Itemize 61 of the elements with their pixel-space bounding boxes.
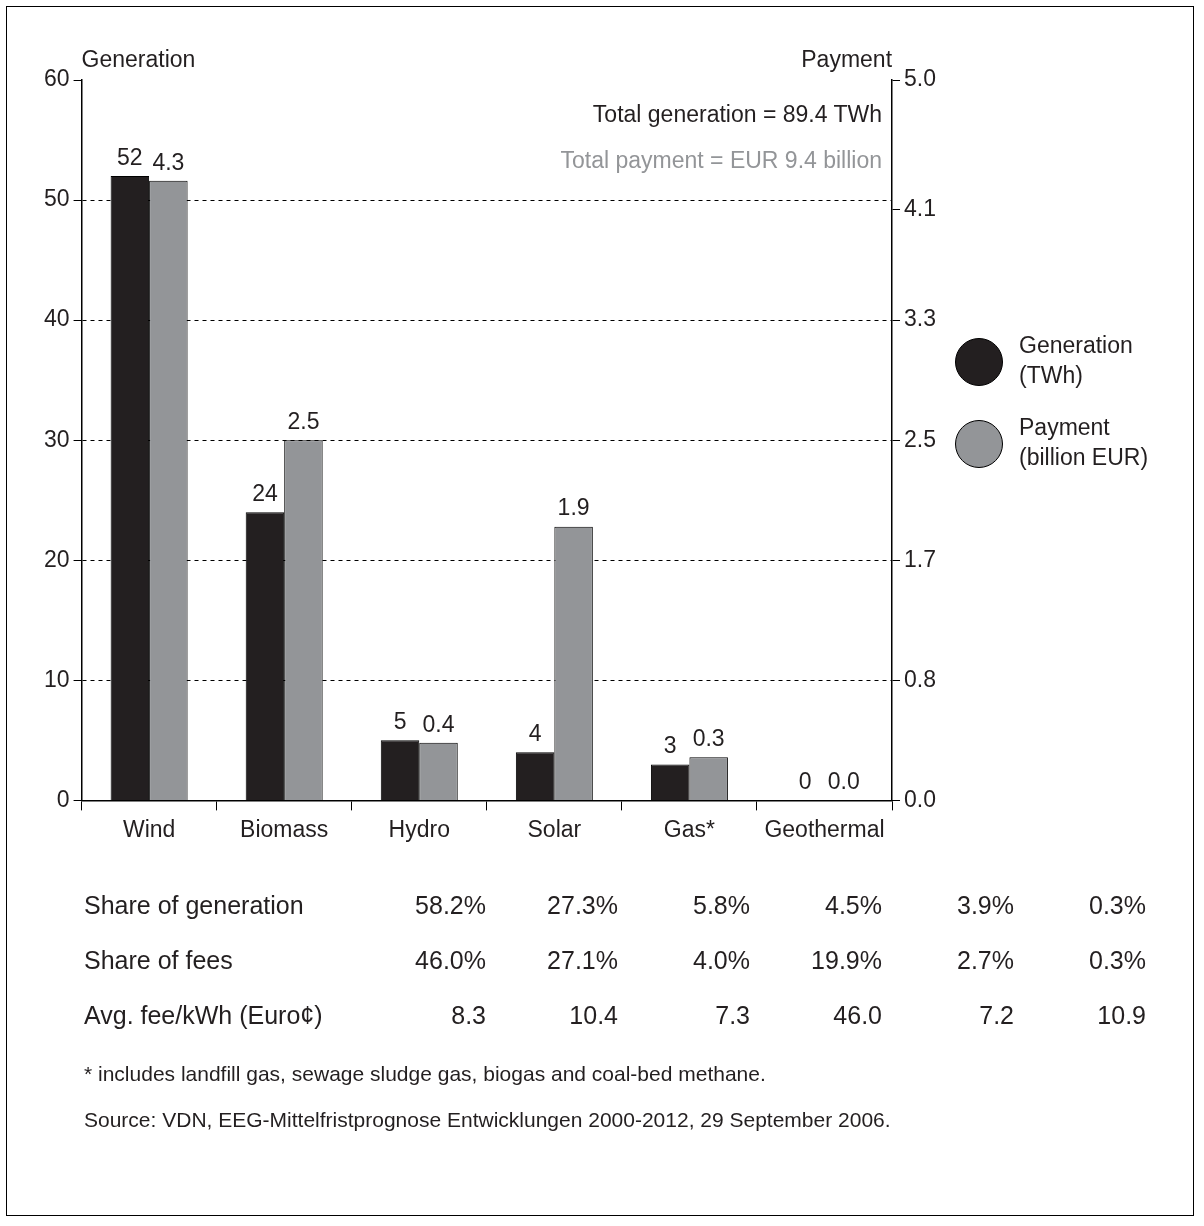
legend-label: Generation (TWh) (1019, 331, 1134, 390)
y2-axis-title: Payment (801, 45, 893, 72)
data-label: 0.3 (692, 725, 725, 752)
text: 3.9% (956, 890, 1014, 921)
y-tick-label: 10 (43, 665, 70, 692)
text: 4.5% (824, 890, 882, 921)
y-axis-title: Generation (81, 45, 196, 72)
y-tick-label: 30 (43, 425, 70, 452)
text: 46.0 (832, 1000, 882, 1031)
y2-tick-label: 0.8 (904, 665, 937, 692)
legend-label: Payment (billion EUR) (1019, 413, 1150, 472)
annotation: Total generation = 89.4 TWh (592, 101, 883, 128)
data-label: 4 (528, 720, 542, 747)
text: 0.3% (1088, 945, 1146, 976)
y2-tick-label: 0.0 (904, 785, 937, 812)
y-tick-label: 20 (43, 545, 70, 572)
data-label: 0 (798, 768, 812, 795)
y-tick-label: 50 (43, 185, 70, 212)
x-tick-label: Hydro (388, 815, 450, 842)
text: 10.4 (568, 1000, 618, 1031)
data-label: 52 (117, 143, 143, 170)
text: 5.8% (692, 890, 750, 921)
text: 27.1% (546, 945, 618, 976)
text: Share of fees (84, 945, 234, 976)
y-tick-label: 60 (43, 65, 70, 92)
y2-tick-label: 2.5 (904, 425, 937, 452)
text: * includes landfill gas, sewage sludge gas, biogas and coal-bed methane. (84, 1062, 766, 1086)
text: 58.2% (414, 890, 486, 921)
y2-tick-label: 1.7 (904, 545, 937, 572)
x-tick-label: Wind (122, 815, 176, 842)
text: 46.0% (414, 945, 486, 976)
text: Share of generation (84, 890, 305, 921)
data-label: 0.4 (422, 710, 455, 737)
text: 19.9% (810, 945, 882, 976)
y2-tick-label: 5.0 (904, 65, 937, 92)
text: 4.0% (692, 945, 750, 976)
text: 7.3 (714, 1000, 750, 1031)
x-tick-label: Geothermal (764, 815, 885, 842)
y2-tick-label: 3.3 (904, 305, 937, 332)
text: 0.3% (1088, 890, 1146, 921)
text: Avg. fee/kWh (Euro¢) (84, 1000, 324, 1031)
text: 10.9 (1096, 1000, 1146, 1031)
text: 2.7% (956, 945, 1014, 976)
y-tick-label: 40 (43, 305, 70, 332)
y2-tick-label: 4.1 (904, 195, 937, 222)
x-tick-label: Solar (527, 815, 582, 842)
data-label: 24 (252, 480, 278, 507)
data-label: 1.9 (557, 494, 590, 521)
y-tick-label: 0 (56, 785, 70, 812)
text: 7.2 (978, 1000, 1014, 1031)
text: 27.3% (546, 890, 618, 921)
data-label: 2.5 (287, 408, 320, 435)
data-label: 4.3 (152, 148, 185, 175)
text: 8.3 (450, 1000, 486, 1031)
data-label: 5 (393, 708, 407, 735)
data-label: 3 (663, 732, 677, 759)
x-tick-label: Biomass (240, 815, 329, 842)
source-note: Source: VDN, EEG-Mittelfristprognose Entwicklungen 2000-2012, 29 September 2006. (84, 1108, 891, 1132)
x-tick-label: Gas* (663, 815, 716, 842)
data-label: 0.0 (827, 768, 860, 795)
annotation: Total payment = EUR 9.4 billion (560, 147, 883, 174)
